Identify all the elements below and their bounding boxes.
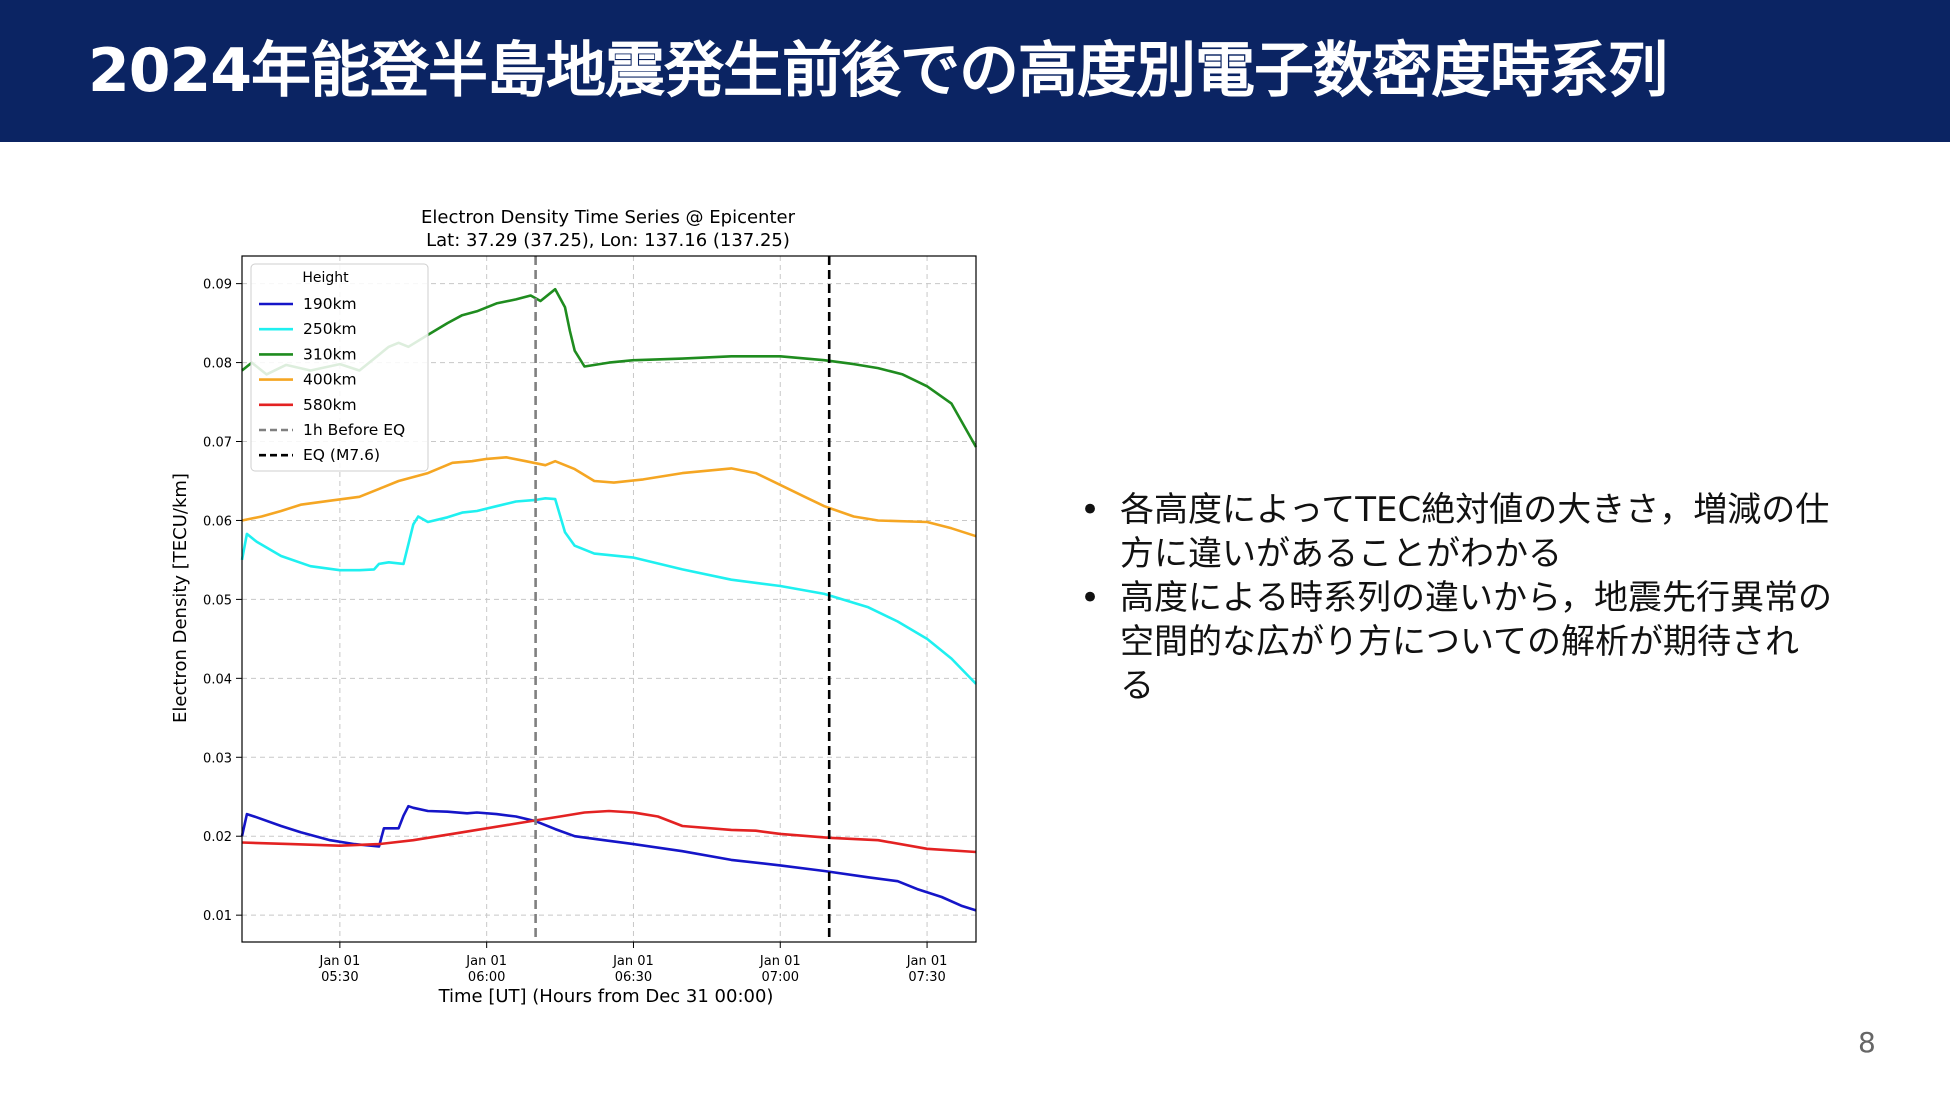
y-tick-label: 0.05 (203, 593, 232, 608)
legend-label: 190km (303, 295, 357, 313)
bullet-list: 各高度によってTEC絶対値の大きさ，増減の仕方に違いがあることがわかる 高度によ… (1072, 488, 1832, 708)
y-tick-label: 0.08 (203, 357, 232, 372)
x-tick-label: Jan 01 (906, 954, 948, 969)
bullet-item: 各高度によってTEC絶対値の大きさ，増減の仕方に違いがあることがわかる (1072, 488, 1832, 576)
bullet-item: 高度による時系列の違いから，地震先行異常の空間的な広がり方についての解析が期待さ… (1072, 576, 1832, 708)
x-tick-label: 07:30 (908, 970, 945, 985)
series-line-400km (241, 456, 977, 538)
chart-title: Electron Density Time Series @ Epicenter (421, 207, 796, 228)
x-tick-label: Jan 01 (465, 954, 507, 969)
electron-density-chart: 0.01 0.02 0.03 0.04 0.05 0.06 0.07 0.08 0.09 Jan … (170, 207, 978, 1007)
legend-label: 1h Before EQ (303, 421, 405, 439)
x-tick-label: Jan 01 (759, 954, 801, 969)
legend-label: EQ (M7.6) (303, 446, 380, 464)
series-line-580km (241, 809, 977, 854)
slide-title: 2024年能登半島地震発生前後での高度別電子数密度時系列 (88, 36, 1668, 106)
y-tick-label: 0.03 (203, 751, 232, 766)
event-lines (534, 256, 831, 942)
y-tick-label: 0.04 (203, 672, 232, 687)
x-tick-label: 05:30 (321, 970, 358, 985)
legend-label: 400km (303, 371, 357, 389)
x-tick-label: Jan 01 (612, 954, 654, 969)
legend-label: 310km (303, 345, 357, 363)
y-tick-label: 0.06 (203, 514, 232, 529)
chart-subtitle: Lat: 37.29 (37.25), Lon: 137.16 (137.25) (426, 230, 790, 251)
slide-header: 2024年能登半島地震発生前後での高度別電子数密度時系列 (0, 0, 1950, 142)
y-axis-label: Electron Density [TECU/km] (170, 473, 191, 723)
series-line-190km (240, 804, 977, 912)
x-tick-label: 06:30 (615, 970, 652, 985)
x-tick-label: Jan 01 (319, 954, 361, 969)
y-tick-label: 0.07 (203, 436, 232, 451)
series-line-250km (240, 497, 977, 685)
y-tick-label: 0.01 (203, 909, 232, 924)
y-tick-label: 0.09 (203, 278, 232, 293)
legend-title: Height (302, 270, 349, 286)
legend-box (250, 263, 429, 472)
axis-ticks: 0.01 0.02 0.03 0.04 0.05 0.06 0.07 0.08 0.09 Jan … (203, 278, 947, 985)
x-axis-label: Time [UT] (Hours from Dec 31 00:00) (438, 986, 774, 1007)
legend-label: 250km (303, 320, 357, 338)
x-tick-label: 06:00 (468, 970, 505, 985)
x-tick-label: 07:00 (762, 970, 799, 985)
legend-label: 580km (303, 396, 357, 414)
page-number: 8 (1858, 1026, 1876, 1059)
y-tick-label: 0.02 (203, 830, 232, 845)
legend: Height 190km 250km 310km 400km 580km 1h Before… (250, 263, 429, 472)
